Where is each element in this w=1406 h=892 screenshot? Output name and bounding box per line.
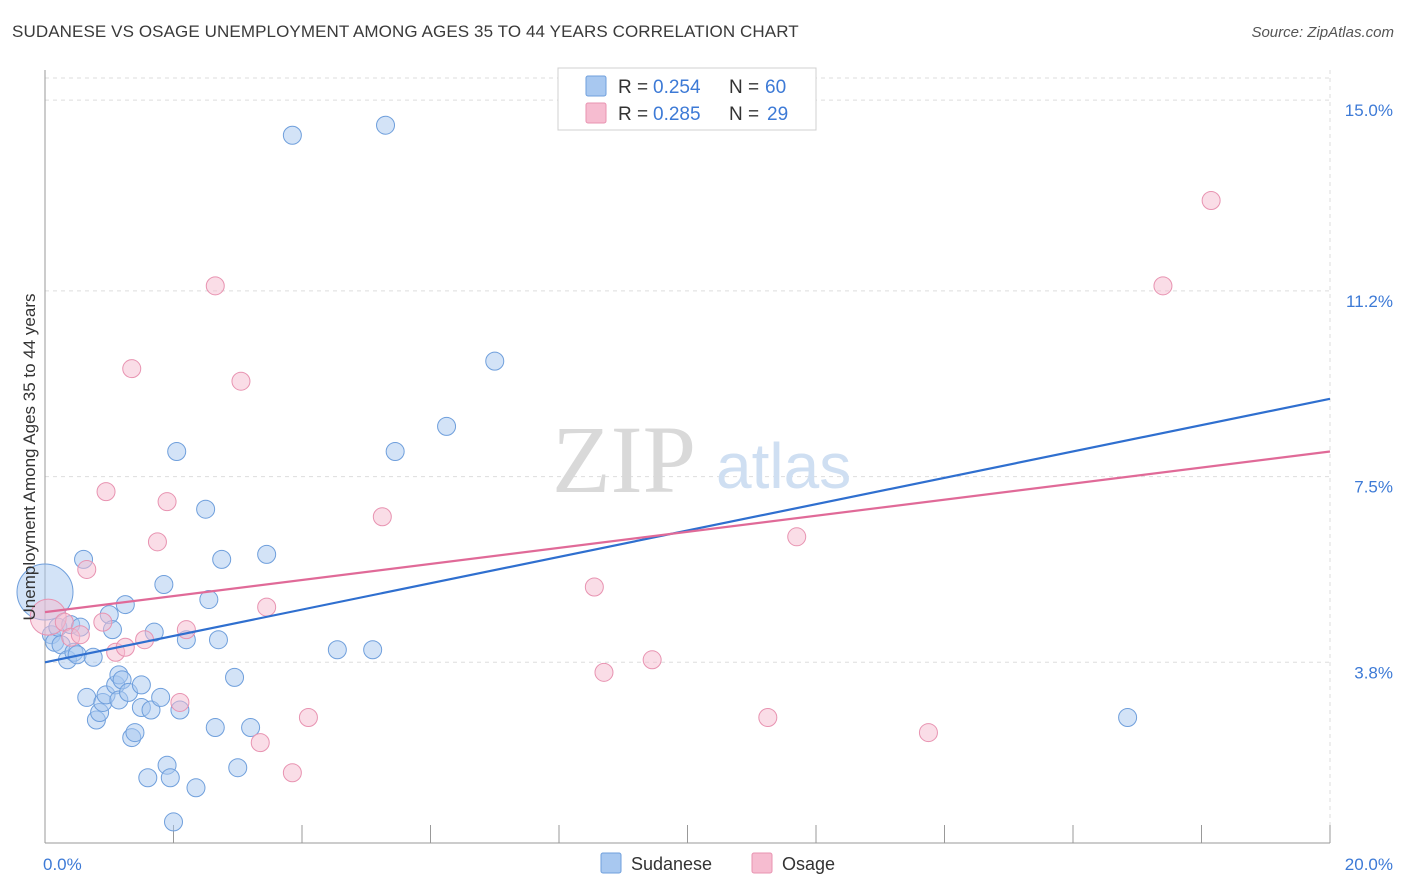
osage-point bbox=[157, 492, 177, 512]
legend-r-label-1: R = bbox=[618, 77, 648, 98]
osage-point bbox=[594, 662, 614, 682]
y-tick-labels: 3.8% 7.5% 11.2% 15.0% bbox=[1345, 101, 1393, 682]
legend-n-value-sudanese: 60 bbox=[765, 77, 786, 98]
bottom-legend-label-osage: Osage bbox=[782, 854, 835, 874]
sudanese-point bbox=[376, 115, 396, 135]
bottom-legend-swatch-sudanese bbox=[600, 852, 622, 874]
trend-lines bbox=[44, 397, 1331, 664]
osage-point bbox=[93, 612, 113, 632]
chart-title: SUDANESE VS OSAGE UNEMPLOYMENT AMONG AGE… bbox=[12, 22, 799, 41]
sudanese-point bbox=[205, 718, 225, 738]
osage-point bbox=[642, 650, 662, 670]
sudanese-point bbox=[363, 640, 383, 660]
legend-r-label-2: R = bbox=[618, 104, 648, 125]
y-axis-title: Unemployment Among Ages 35 to 44 years bbox=[20, 294, 39, 621]
sudanese-point bbox=[282, 125, 302, 145]
sudanese-point bbox=[437, 416, 457, 436]
osage-point bbox=[70, 625, 90, 645]
sudanese-point bbox=[115, 595, 135, 615]
osage-trend-line bbox=[44, 450, 1331, 614]
osage-point bbox=[231, 371, 251, 391]
x-tick-label-max: 20.0% bbox=[1345, 855, 1393, 874]
y-tick-label-3: 15.0% bbox=[1345, 101, 1393, 120]
sudanese-point bbox=[167, 441, 187, 461]
bottom-legend: Sudanese Osage bbox=[600, 852, 835, 874]
source-label: Source: ZipAtlas.com bbox=[1251, 24, 1394, 41]
y-tick-label-0: 3.8% bbox=[1354, 663, 1393, 682]
legend-box: R = 0.254 N = 60 R = 0.285 N = 29 bbox=[557, 67, 817, 131]
y-tick-label-2: 11.2% bbox=[1346, 292, 1393, 311]
x-tick-label-min: 0.0% bbox=[43, 855, 82, 874]
osage-point bbox=[176, 620, 196, 640]
sudanese-point bbox=[77, 687, 97, 707]
sudanese-trend-line bbox=[44, 397, 1331, 664]
osage-point bbox=[205, 276, 225, 296]
sudanese-point bbox=[164, 812, 183, 832]
osage-point bbox=[918, 723, 938, 743]
legend-r-value-osage: 0.285 bbox=[653, 104, 701, 125]
sudanese-point bbox=[125, 723, 145, 743]
bottom-legend-label-sudanese: Sudanese bbox=[631, 854, 712, 874]
osage-point bbox=[250, 733, 270, 753]
watermark: ZIP atlas bbox=[552, 406, 851, 513]
osage-point bbox=[787, 527, 807, 547]
sudanese-point bbox=[186, 778, 206, 798]
sudanese-point bbox=[241, 718, 261, 738]
sudanese-point bbox=[1118, 708, 1138, 728]
sudanese-point bbox=[385, 441, 405, 461]
legend-n-label-1: N = bbox=[729, 77, 759, 98]
series-sudanese-points bbox=[16, 115, 1138, 832]
osage-point bbox=[170, 692, 190, 712]
sudanese-point bbox=[485, 351, 505, 371]
osage-point bbox=[372, 507, 392, 527]
sudanese-point bbox=[212, 549, 232, 569]
legend-n-value-osage: 29 bbox=[767, 104, 788, 125]
osage-point bbox=[282, 763, 302, 783]
osage-point bbox=[77, 559, 97, 579]
legend-n-label-2: N = bbox=[729, 104, 759, 125]
osage-point bbox=[96, 482, 116, 502]
sudanese-point bbox=[151, 687, 171, 707]
sudanese-point bbox=[141, 700, 161, 720]
legend-swatch-osage bbox=[585, 102, 607, 124]
sudanese-point bbox=[208, 630, 228, 650]
watermark-zip-text: ZIP bbox=[552, 406, 696, 513]
watermark-atlas-text: atlas bbox=[716, 430, 851, 502]
osage-point bbox=[1201, 191, 1221, 211]
osage-point bbox=[147, 532, 167, 552]
legend-r-value-sudanese: 0.254 bbox=[653, 77, 701, 98]
sudanese-point bbox=[327, 640, 347, 660]
osage-point bbox=[257, 597, 277, 617]
sudanese-point bbox=[154, 574, 174, 594]
osage-point bbox=[298, 708, 318, 728]
axes bbox=[44, 70, 1331, 844]
bottom-legend-swatch-osage bbox=[751, 852, 773, 874]
osage-point bbox=[758, 708, 778, 728]
osage-point bbox=[584, 577, 604, 597]
sudanese-point bbox=[257, 544, 277, 564]
osage-point bbox=[122, 359, 142, 379]
osage-point bbox=[1153, 276, 1173, 296]
y-tick-label-1: 7.5% bbox=[1354, 478, 1393, 497]
sudanese-point bbox=[160, 768, 180, 788]
sudanese-point bbox=[196, 499, 216, 519]
legend-swatch-sudanese bbox=[585, 75, 607, 97]
sudanese-point bbox=[138, 768, 158, 788]
sudanese-point bbox=[225, 667, 245, 687]
sudanese-point bbox=[228, 758, 248, 778]
sudanese-point bbox=[131, 675, 151, 695]
